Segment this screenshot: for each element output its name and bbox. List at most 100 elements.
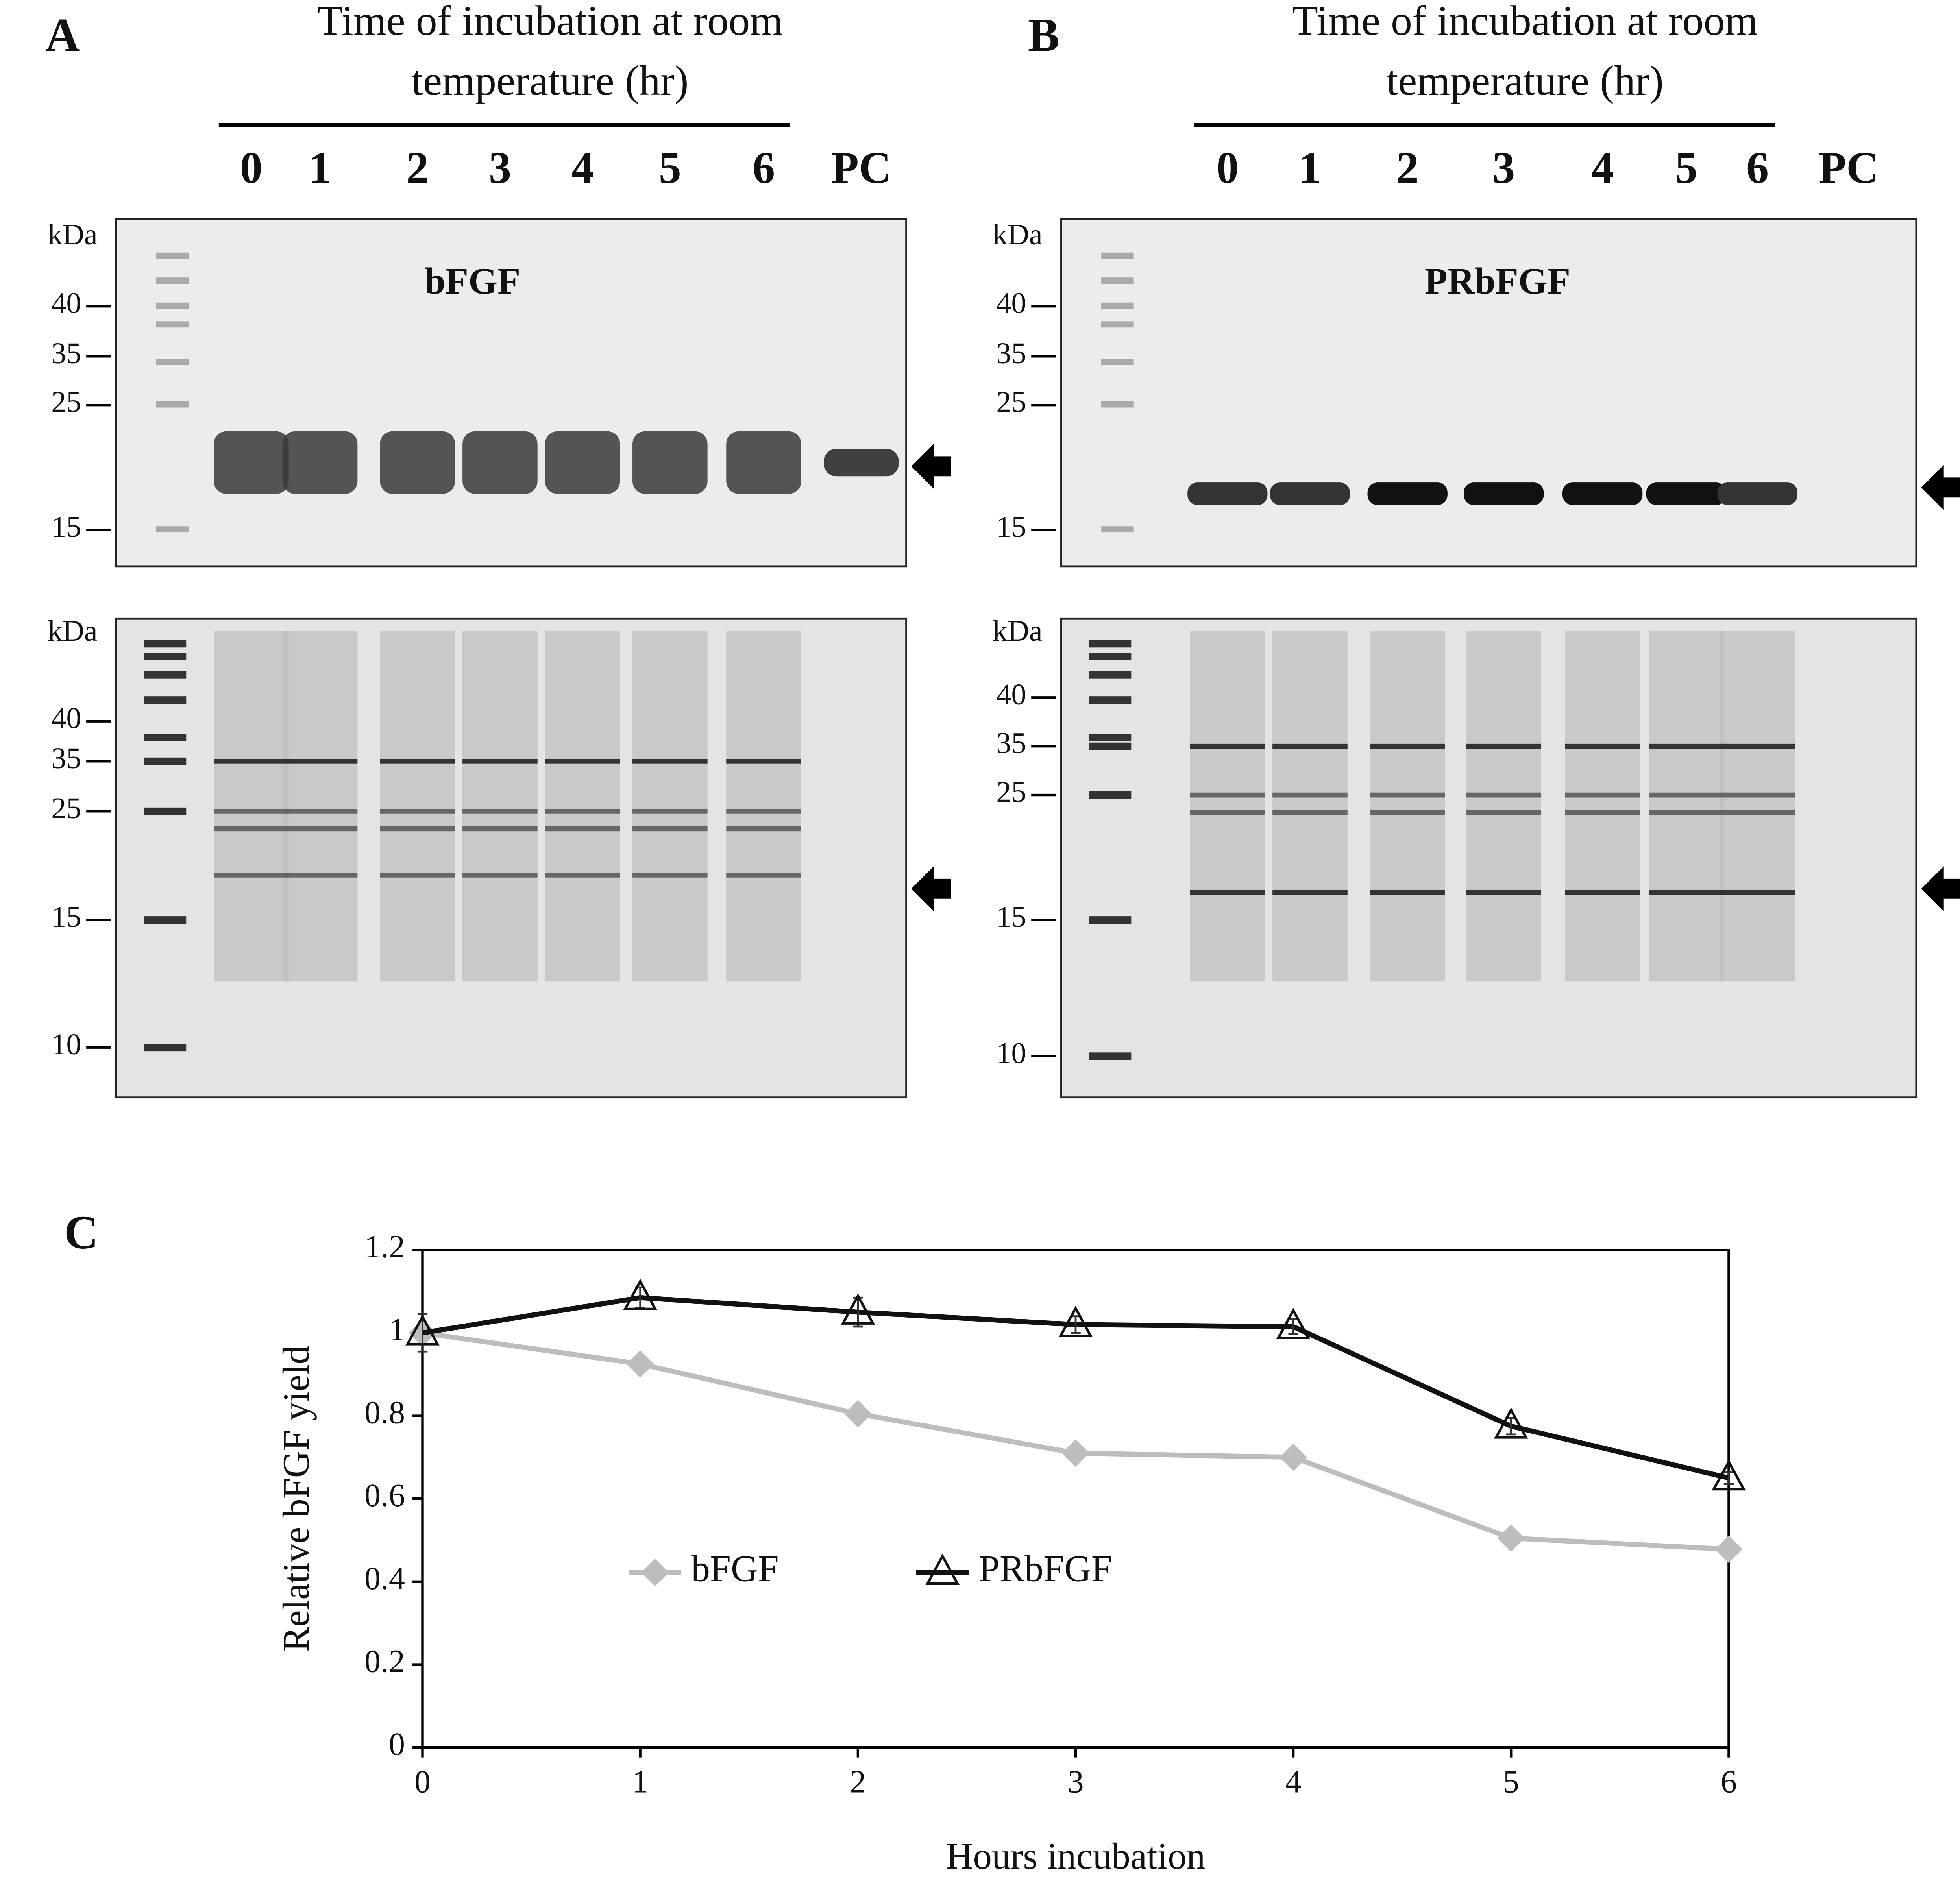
gel-band <box>1565 890 1640 895</box>
marker-label: 35 <box>996 337 1026 370</box>
gel-band <box>1649 792 1724 798</box>
ladder-band <box>1101 321 1134 328</box>
data-point <box>1276 1308 1311 1339</box>
data-point <box>405 1314 440 1346</box>
ladder-band <box>144 807 187 815</box>
legend-label: bFGF <box>691 1547 778 1589</box>
arrow <box>911 866 951 911</box>
ladder-band <box>156 277 189 284</box>
gel-lane <box>282 631 358 982</box>
gel-band <box>214 872 289 878</box>
ladder-band <box>156 526 189 533</box>
gel-band <box>462 872 538 878</box>
panel-letter: A <box>45 9 80 61</box>
marker-label: 25 <box>996 776 1026 809</box>
gel-band <box>1190 890 1265 895</box>
data-point <box>1058 1305 1093 1337</box>
gel-band <box>214 826 289 832</box>
gel-band <box>632 826 708 832</box>
gel-band <box>1370 743 1445 749</box>
lane-label: PC <box>831 143 891 193</box>
gel-band <box>726 758 801 764</box>
unit-label: kDa <box>993 614 1043 647</box>
gel-band <box>726 826 801 832</box>
data-point <box>1494 1407 1528 1439</box>
gel-band <box>214 758 289 764</box>
ladder-band <box>1089 671 1132 679</box>
marker-label: 15 <box>51 510 81 543</box>
blot-band <box>214 431 289 494</box>
ladder-band <box>1101 277 1134 284</box>
ladder-band <box>1089 916 1132 924</box>
unit-label: kDa <box>48 218 98 251</box>
gel-band <box>1466 792 1542 798</box>
ladder-band <box>144 696 187 704</box>
gel-lane <box>1190 631 1265 982</box>
blot-band <box>1646 482 1727 505</box>
gel-lane <box>545 631 620 982</box>
gel-band <box>1272 743 1348 749</box>
panel-letter: B <box>1028 9 1060 61</box>
gel-band <box>632 872 708 878</box>
gel-lane <box>1649 631 1724 982</box>
y-tick-label: 0.6 <box>364 1477 405 1513</box>
gel-band <box>1466 743 1542 749</box>
ladder-band <box>1089 696 1132 704</box>
gel-band <box>380 872 455 878</box>
gel-lane <box>632 631 708 982</box>
ladder-band <box>156 321 189 328</box>
gel-band <box>1272 792 1348 798</box>
marker-label: 35 <box>51 742 81 775</box>
gel-lane <box>726 631 801 982</box>
gel-band <box>545 826 620 832</box>
blot-band <box>1187 482 1268 505</box>
gel-band <box>1190 810 1265 815</box>
y-tick-label: 0 <box>389 1726 405 1762</box>
blot-band <box>462 431 538 494</box>
marker-label: 10 <box>996 1037 1026 1070</box>
lane-label: 5 <box>659 143 681 193</box>
gel-band <box>545 758 620 764</box>
ladder-band <box>1089 640 1132 648</box>
gel-band <box>1272 890 1348 895</box>
gel-band <box>380 826 455 832</box>
ladder-band <box>1089 653 1132 660</box>
gel-lane <box>1720 631 1795 982</box>
panel-heading: temperature (hr) <box>411 57 688 104</box>
ladder-band <box>156 302 189 309</box>
x-tick-label: 1 <box>632 1763 648 1799</box>
panel-heading: temperature (hr) <box>1387 57 1664 104</box>
gel-band <box>1565 810 1640 815</box>
gel-band <box>726 809 801 814</box>
data-point <box>1497 1524 1525 1552</box>
lane-label: 6 <box>1746 143 1769 193</box>
lane-label: 2 <box>1396 143 1419 193</box>
ladder-band <box>144 1044 187 1052</box>
gel-band <box>545 809 620 814</box>
ladder-band <box>156 401 189 408</box>
gel-lane <box>380 631 455 982</box>
marker-label: 40 <box>996 287 1026 320</box>
lane-label: 3 <box>489 143 511 193</box>
blot-band <box>1270 482 1350 505</box>
western-blot <box>1060 218 1917 568</box>
ladder-band <box>1101 302 1134 309</box>
data-point <box>1062 1439 1089 1467</box>
marker-label: 25 <box>51 386 81 419</box>
x-tick-label: 3 <box>1067 1763 1084 1799</box>
gel-band <box>1370 810 1445 815</box>
gel-band <box>1370 792 1445 798</box>
gel-band <box>1370 890 1445 895</box>
blot-band <box>1717 482 1798 505</box>
gel-band <box>1649 810 1724 815</box>
lane-label: 5 <box>1675 143 1697 193</box>
gel-band <box>632 758 708 764</box>
ladder-band <box>1101 359 1134 365</box>
blot-band <box>1562 482 1643 505</box>
gel-lane <box>1565 631 1640 982</box>
western-blot <box>115 218 907 568</box>
arrow <box>1921 465 1960 510</box>
lane-label: 3 <box>1492 143 1515 193</box>
marker-label: 15 <box>996 510 1026 543</box>
